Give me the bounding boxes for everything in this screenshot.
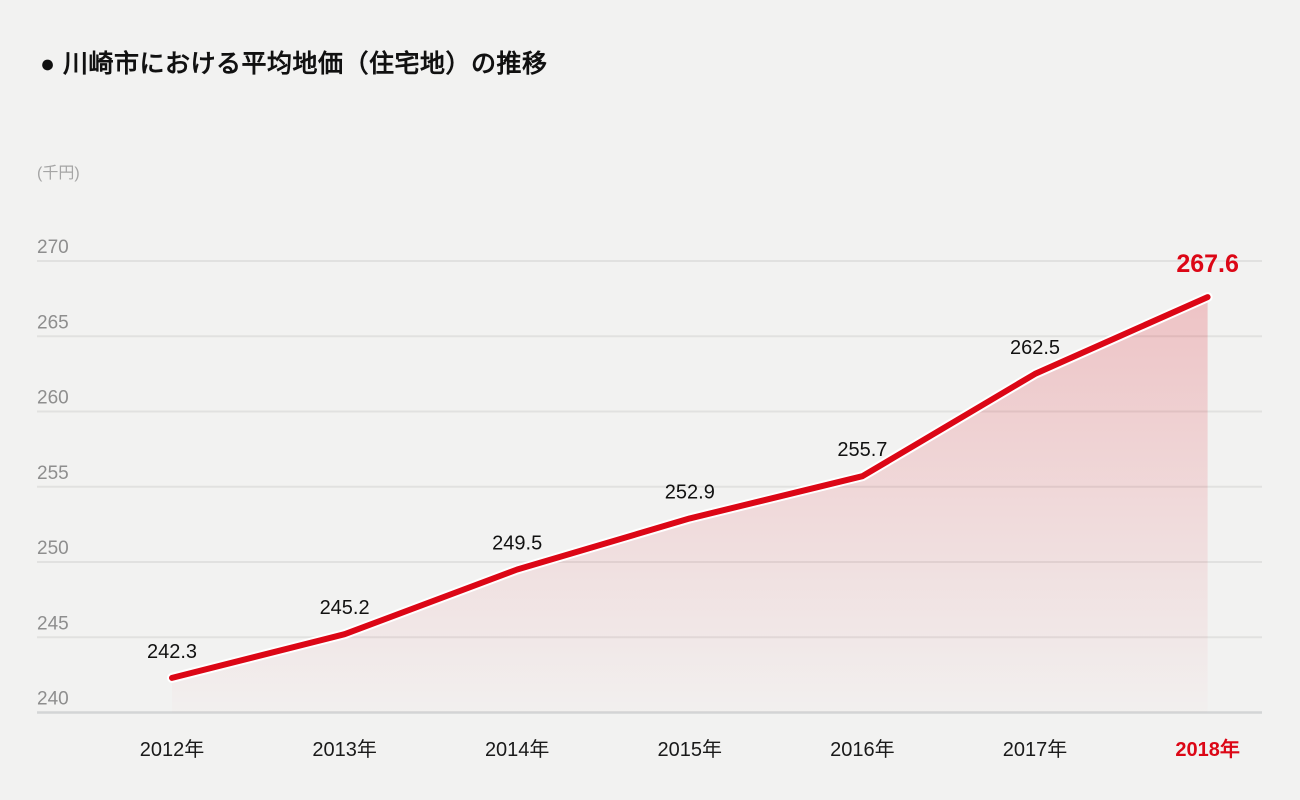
- value-label: 252.9: [665, 481, 715, 503]
- value-labels: 242.3 245.2 249.5 252.9 255.7 262.5 267.6: [147, 250, 1239, 663]
- value-label: 242.3: [147, 641, 197, 663]
- y-tick-label: 270: [37, 237, 69, 258]
- area-fill: [172, 297, 1208, 713]
- trend-line: [169, 294, 1211, 681]
- value-label: 262.5: [1010, 337, 1060, 359]
- y-axis-unit-label: (千円): [37, 164, 80, 182]
- x-tick-labels: 2012年 2013年 2014年 2015年 2016年 2017年 2018年: [140, 737, 1240, 761]
- y-tick-label: 260: [37, 388, 69, 409]
- value-label-highlight: 267.6: [1176, 250, 1239, 278]
- y-tick-label: 255: [37, 463, 69, 484]
- y-tick-label: 245: [37, 613, 69, 634]
- x-tick-label: 2014年: [485, 738, 550, 761]
- y-tick-label: 250: [37, 538, 69, 559]
- x-tick-label: 2015年: [658, 738, 723, 761]
- value-label: 255.7: [837, 439, 887, 461]
- x-tick-label-highlight: 2018年: [1175, 737, 1240, 761]
- x-tick-label: 2017年: [1003, 738, 1068, 761]
- value-label: 249.5: [492, 533, 542, 555]
- y-tick-label: 265: [37, 312, 69, 333]
- value-label: 245.2: [320, 597, 370, 619]
- y-tick-label: 240: [37, 689, 69, 710]
- x-tick-label: 2013年: [312, 738, 377, 761]
- chart-title: ● 川崎市における平均地価（住宅地）の推移: [40, 50, 548, 78]
- x-tick-label: 2012年: [140, 738, 205, 761]
- y-tick-labels: 240 245 250 255 260 265 270: [37, 237, 69, 710]
- x-tick-label: 2016年: [830, 738, 895, 761]
